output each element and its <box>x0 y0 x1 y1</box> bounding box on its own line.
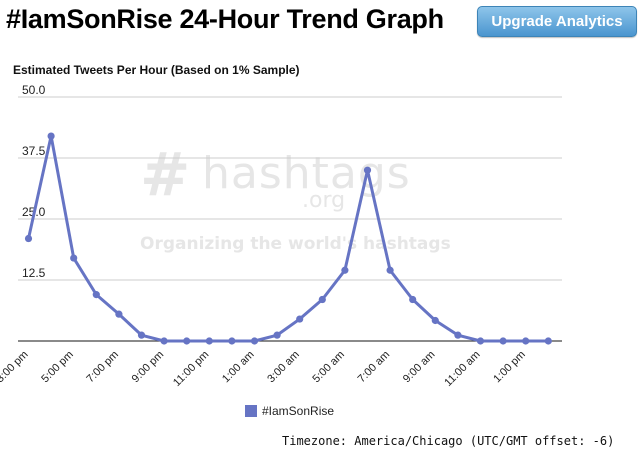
x-tick-label: 11:00 am <box>442 349 482 389</box>
page-title: #IamSonRise 24-Hour Trend Graph <box>6 4 444 34</box>
data-point <box>522 337 530 345</box>
x-tick-label: 9:00 am <box>401 349 438 386</box>
data-point <box>499 337 507 345</box>
data-point <box>183 337 191 345</box>
legend-swatch <box>245 405 257 417</box>
x-tick-label: 9:00 pm <box>130 349 167 386</box>
data-point <box>318 295 326 304</box>
x-tick-label: 3:00 am <box>265 349 302 386</box>
data-point <box>47 132 55 140</box>
y-tick-label: 50.0 <box>22 83 46 97</box>
x-tick-label: 1:00 am <box>220 349 257 386</box>
upgrade-analytics-button[interactable]: Upgrade Analytics <box>477 6 637 37</box>
series-line <box>27 134 549 343</box>
data-point <box>137 331 146 339</box>
data-point <box>409 295 417 304</box>
timezone-note: Timezone: America/Chicago (UTC/GMT offse… <box>282 434 615 448</box>
data-point <box>296 315 304 323</box>
data-point <box>273 331 281 339</box>
y-tick-label: 37.5 <box>22 144 46 158</box>
chart-legend: #IamSonRise <box>245 404 334 418</box>
data-point <box>250 337 259 345</box>
data-point <box>431 316 439 325</box>
data-point <box>24 234 33 243</box>
data-point <box>544 337 552 345</box>
data-point <box>476 337 485 345</box>
data-point <box>115 310 123 318</box>
y-tick-label: 12.5 <box>22 266 46 280</box>
x-tick-label: 7:00 am <box>356 349 393 386</box>
x-tick-label: 11:00 pm <box>171 349 211 389</box>
data-point <box>386 266 394 274</box>
data-point <box>363 166 372 174</box>
x-tick-label: 7:00 pm <box>84 349 121 386</box>
x-tick-label: 3:00 pm <box>0 349 31 386</box>
x-tick-label: 5:00 am <box>310 349 347 386</box>
data-point <box>70 254 78 262</box>
x-tick-label: 5:00 pm <box>39 349 76 386</box>
legend-label: #IamSonRise <box>262 404 335 418</box>
chart-title: Estimated Tweets Per Hour (Based on 1% S… <box>13 63 300 77</box>
data-point <box>341 266 349 274</box>
data-point <box>92 291 100 299</box>
data-point <box>228 337 236 345</box>
data-point <box>160 337 168 345</box>
x-tick-label: 1:00 pm <box>491 349 528 386</box>
data-point <box>454 331 462 339</box>
data-point <box>205 337 213 345</box>
